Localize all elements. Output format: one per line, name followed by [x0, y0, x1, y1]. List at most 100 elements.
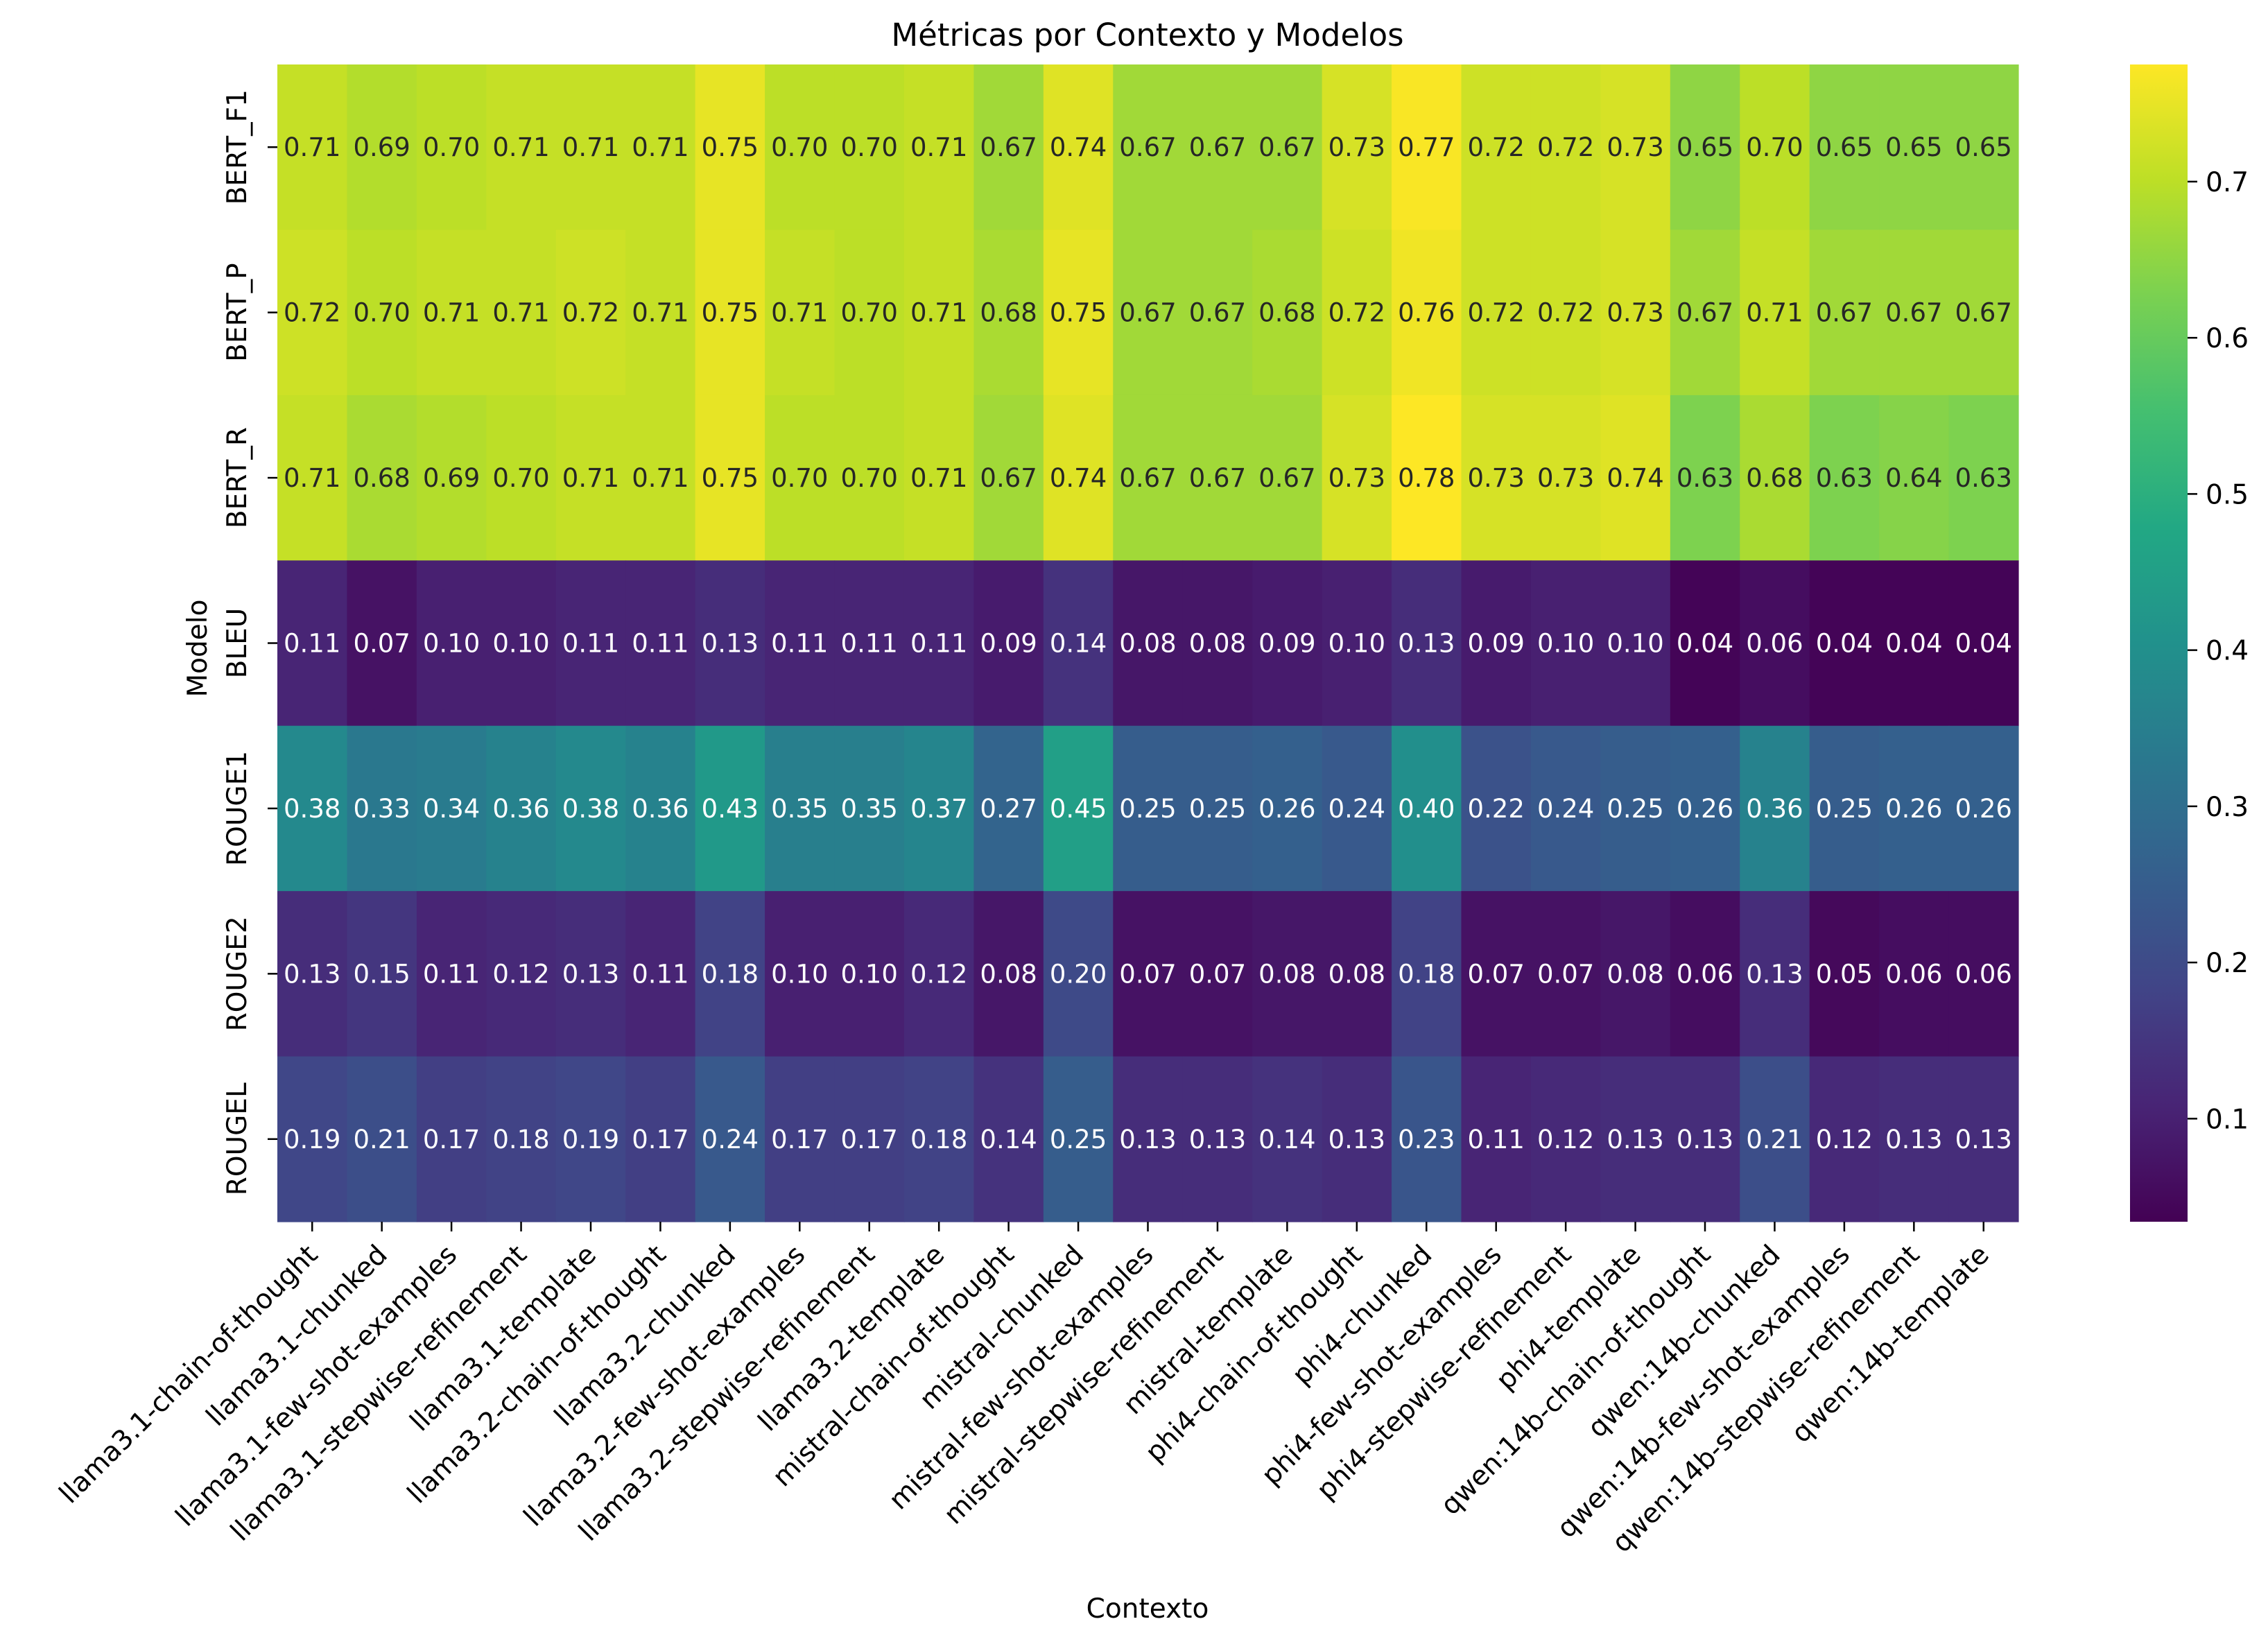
heatmap-cell: [1322, 1056, 1392, 1222]
cell-value-label: 0.67: [980, 132, 1037, 162]
cell-value-label: 0.11: [632, 629, 689, 659]
cell-value-label: 0.67: [1258, 463, 1315, 493]
cell-value-label: 0.74: [1050, 132, 1107, 162]
cell-value-label: 0.70: [841, 463, 898, 493]
heatmap-cell: [1322, 395, 1392, 561]
cell-value-label: 0.72: [1328, 298, 1385, 328]
cell-value-label: 0.72: [1537, 298, 1594, 328]
cell-value-label: 0.71: [492, 298, 549, 328]
cell-value-label: 0.07: [1537, 959, 1594, 989]
cell-value-label: 0.07: [1468, 959, 1525, 989]
heatmap-cell: [903, 1056, 974, 1222]
heatmap-cell: [695, 395, 765, 561]
heatmap-cell: [1182, 725, 1253, 892]
heatmap-cell: [416, 891, 487, 1057]
cell-value-label: 0.13: [1119, 1125, 1176, 1154]
heatmap-cell: [347, 891, 417, 1057]
cell-value-label: 0.74: [1607, 463, 1663, 493]
heatmap-cell: [1600, 891, 1671, 1057]
heatmap-cell: [1322, 64, 1392, 231]
heatmap-cell: [347, 1056, 417, 1222]
colorbar-tick-label: 0.4: [2206, 636, 2249, 667]
heatmap-cell: [1809, 395, 1880, 561]
cell-value-label: 0.11: [771, 629, 828, 659]
heatmap-cell: [973, 1056, 1044, 1222]
heatmap-cell: [416, 560, 487, 727]
cell-value-label: 0.76: [1398, 298, 1455, 328]
heatmap-cell: [486, 395, 557, 561]
heatmap-cell: [486, 725, 557, 892]
heatmap-cell: [1043, 891, 1114, 1057]
colorbar-tick-label: 0.5: [2206, 479, 2249, 510]
heatmap-cell: [903, 891, 974, 1057]
heatmap-cell: [486, 64, 557, 231]
cell-value-label: 0.13: [1607, 1125, 1663, 1154]
heatmap-cell: [347, 560, 417, 727]
heatmap-cell: [1530, 1056, 1601, 1222]
heatmap-cell: [277, 395, 348, 561]
heatmap-cell: [765, 725, 836, 892]
cell-value-label: 0.25: [1816, 794, 1873, 824]
heatmap-cell: [1740, 560, 1810, 727]
cell-value-label: 0.09: [1468, 629, 1525, 659]
y-tick-label: ROUGEL: [222, 1082, 253, 1195]
heatmap-cell: [1252, 725, 1323, 892]
heatmap-cell: [486, 891, 557, 1057]
heatmap-cell: [416, 395, 487, 561]
colorbar-tick-label: 0.3: [2206, 792, 2249, 823]
heatmap-cell: [834, 1056, 905, 1222]
cell-value-label: 0.24: [702, 1125, 759, 1154]
heatmap-cell: [1461, 230, 1532, 396]
cell-value-label: 0.11: [632, 959, 689, 989]
cell-value-label: 0.72: [1537, 132, 1594, 162]
cell-value-label: 0.73: [1328, 132, 1385, 162]
cell-value-label: 0.13: [1398, 629, 1455, 659]
cell-value-label: 0.24: [1537, 794, 1594, 824]
cell-value-label: 0.75: [702, 463, 759, 493]
cell-value-label: 0.33: [353, 794, 410, 824]
cell-value-label: 0.67: [1119, 132, 1176, 162]
heatmap-cell: [1461, 891, 1532, 1057]
cell-value-label: 0.13: [1328, 1125, 1385, 1154]
cell-value-label: 0.70: [1746, 132, 1803, 162]
heatmap-cell: [1252, 230, 1323, 396]
heatmap-cell: [1182, 395, 1253, 561]
heatmap-cell: [1182, 560, 1253, 727]
heatmap-cell: [555, 1056, 626, 1222]
heatmap-cell: [555, 64, 626, 231]
colorbar-tick-label: 0.7: [2206, 167, 2249, 198]
heatmap-cell: [486, 560, 557, 727]
cell-value-label: 0.11: [284, 629, 340, 659]
cell-value-label: 0.38: [562, 794, 619, 824]
heatmap-cell: [1252, 560, 1323, 727]
heatmap-cell: [625, 395, 696, 561]
cell-value-label: 0.75: [702, 132, 759, 162]
cell-value-label: 0.05: [1816, 959, 1873, 989]
cell-value-label: 0.69: [423, 463, 480, 493]
heatmap-cell: [1252, 891, 1323, 1057]
cell-value-label: 0.71: [632, 298, 689, 328]
heatmap-cell: [625, 725, 696, 892]
heatmap-cell: [1252, 1056, 1323, 1222]
cell-value-label: 0.65: [1885, 132, 1942, 162]
cell-value-label: 0.07: [1189, 959, 1246, 989]
cell-value-label: 0.10: [841, 959, 898, 989]
cell-value-label: 0.12: [910, 959, 967, 989]
heatmap-cell: [1043, 560, 1114, 727]
x-axis-label: Contexto: [1087, 1593, 1209, 1625]
colorbar-tick-label: 0.6: [2206, 323, 2249, 354]
heatmap-cell: [1809, 64, 1880, 231]
cell-value-label: 0.13: [1746, 959, 1803, 989]
cell-value-label: 0.71: [562, 132, 619, 162]
heatmap-cell: [1461, 395, 1532, 561]
heatmap-cell: [1670, 1056, 1740, 1222]
heatmap-cell: [1600, 230, 1671, 396]
heatmap-cell: [1392, 725, 1462, 892]
cell-value-label: 0.09: [980, 629, 1037, 659]
cell-value-label: 0.24: [1328, 794, 1385, 824]
cell-value-label: 0.70: [423, 132, 480, 162]
heatmap-cell: [1322, 230, 1392, 396]
heatmap-cell: [1461, 725, 1532, 892]
cell-value-label: 0.70: [353, 298, 410, 328]
cell-value-label: 0.70: [492, 463, 549, 493]
